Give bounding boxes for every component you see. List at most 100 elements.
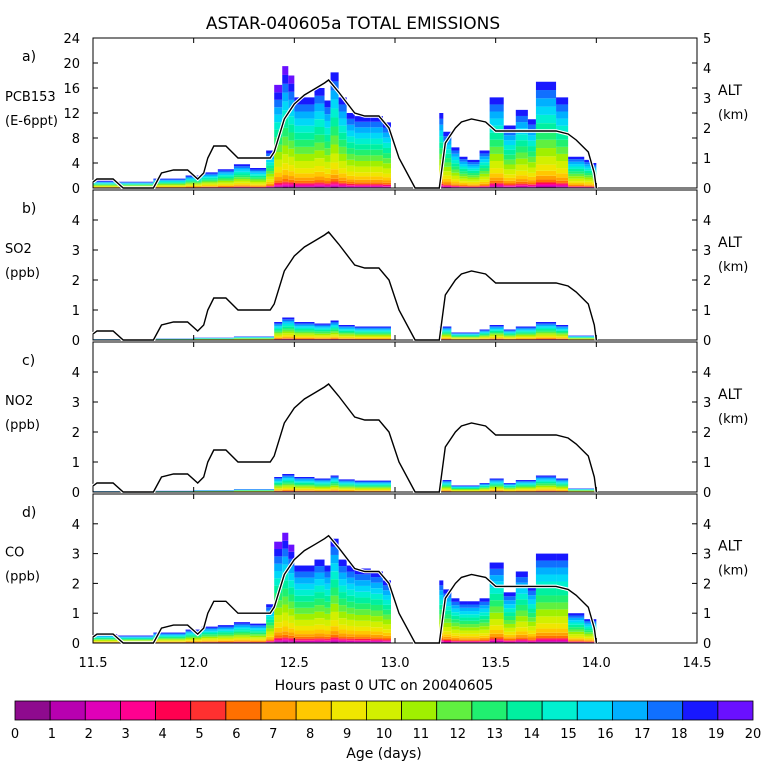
bar-segment [535,334,557,337]
bar-segment [282,336,295,338]
bar-segment [535,574,557,582]
bar-segment [370,155,383,161]
bar-segment [489,482,504,484]
bar-segment [294,125,315,133]
bar-segment [443,618,452,623]
bar-segment [282,333,295,336]
bar-segment [217,627,234,630]
bar-segment [556,329,569,331]
bar-segment [338,488,355,490]
bar-segment [451,334,480,335]
bar-segment [153,185,186,186]
bar-segment [370,160,383,167]
bar-segment [515,489,536,491]
bar-segment [568,164,585,167]
bar-segment [282,638,289,640]
bar-segment [153,636,186,638]
bar-pcb153-28 [503,125,516,188]
bar-segment [467,173,480,176]
bar-segment [338,336,355,338]
bar-segment [515,588,528,594]
bar-segment [294,337,315,339]
bar-segment [330,183,339,185]
bar-segment [443,638,452,640]
bar-segment [338,168,347,174]
colorbar-label: Age (days) [346,746,422,762]
colorbar-tick-label: 20 [745,727,762,742]
bar-segment [338,173,347,178]
bar-segment [382,173,391,178]
bar-segment [370,640,383,642]
bar-segment [451,337,480,338]
bar-co-19 [370,571,383,643]
bar-segment [266,183,275,186]
bar-segment [314,95,325,104]
bar-segment [556,481,569,483]
bar-segment [515,481,536,483]
bar-segment [354,485,391,487]
bar-segment [288,638,295,640]
bar-segment [503,485,516,486]
bar-segment [515,631,528,635]
y-tick-label: 3 [72,244,80,259]
bar-segment [451,488,480,490]
bar-segment [338,328,355,330]
bar-segment [314,134,325,143]
alt-tick-label: 3 [703,244,711,259]
bar-segment [535,329,557,331]
bar-segment [330,484,339,486]
bar-segment [330,336,339,338]
bar-segment [370,616,383,622]
bar-segment [439,604,444,610]
bar-segment [294,336,315,338]
altitude-line [92,383,597,493]
bar-segment [503,489,516,491]
bar-segment [535,487,557,489]
bar-segment [370,631,383,635]
bar-segment [294,337,315,338]
bar-so2-6 [294,322,315,340]
bar-segment [584,162,593,165]
bar-segment [346,186,355,188]
bar-segment [489,489,504,491]
bar-segment [467,159,480,163]
bar-segment [459,604,468,608]
altitude-line [92,231,597,341]
bar-segment [233,628,251,631]
y-tick-label: 4 [72,157,80,172]
bar-segment [282,154,289,164]
bar-segment [233,180,251,183]
bar-segment [338,618,347,625]
bar-segment [479,487,490,488]
y-tick-label: 12 [63,107,80,122]
bar-segment [294,330,315,332]
bar-segment [338,139,347,147]
bar-segment [489,478,504,480]
bar-segment [324,183,331,185]
bar-segment [535,148,557,157]
y-tick-label: 2 [72,426,80,441]
bar-segment [584,639,593,641]
bar-segment [153,184,186,186]
bar-segment [556,337,569,339]
colorbar-tick-label: 3 [122,727,130,742]
panel-letter: c) [22,353,35,369]
bar-segment [201,186,218,187]
bar-segment [515,639,528,641]
bar-segment [314,335,331,337]
bar-segment [535,324,557,327]
bar-segment [346,607,355,614]
bar-so2-7 [314,323,331,340]
bar-segment [467,630,480,634]
bar-segment [515,332,536,334]
bar-segment [459,156,468,160]
colorbar-tick-label: 11 [413,727,430,742]
bar-segment [288,176,295,180]
bar-segment [274,330,283,332]
bar-segment [556,609,569,617]
bar-segment [479,490,490,491]
bar-segment [294,487,315,489]
bar-segment [338,186,347,188]
bar-segment [250,178,267,181]
bar-segment [439,485,452,487]
